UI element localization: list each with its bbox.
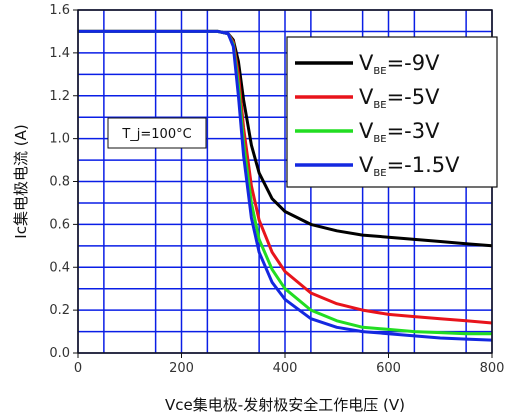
- x-tick-label: 600: [376, 361, 401, 376]
- x-tick-label: 0: [74, 361, 82, 376]
- y-tick-label: 1.6: [49, 3, 70, 18]
- y-tick-label: 0.8: [49, 175, 70, 190]
- y-tick-label: 0.0: [49, 346, 70, 361]
- legend-label: VBE=-9V: [359, 51, 440, 77]
- y-tick-label: 0.2: [49, 303, 70, 318]
- y-tick-label: 0.6: [49, 217, 70, 232]
- series-line: [78, 29, 493, 342]
- x-tick-label: 800: [480, 361, 505, 376]
- x-tick-label: 200: [169, 361, 194, 376]
- y-axis-label: Ic集电极电流 (A): [12, 124, 30, 238]
- y-tick-label: 1.4: [49, 46, 70, 61]
- legend: VBE=-9V VBE=-5V VBE=-3V VBE=-1.5V: [286, 36, 498, 188]
- y-tick-label: 1.0: [49, 132, 70, 147]
- series-lines: [78, 29, 493, 342]
- annotation-box: T_j=100°C: [107, 117, 207, 149]
- y-tick-label: 1.2: [49, 89, 70, 104]
- y-tick-label: 0.4: [49, 260, 70, 275]
- x-axis-label: Vce集电极-发射极安全工作电压 (V): [165, 396, 405, 414]
- legend-label: VBE=-5V: [359, 85, 440, 111]
- legend-label: VBE=-3V: [359, 119, 440, 145]
- legend-label: VBE=-1.5V: [359, 153, 460, 179]
- annotation-text: T_j=100°C: [121, 127, 191, 142]
- tick-labels: 0 200 400 600 800 0.0 0.2 0.4 0.6 0.8 1.0 1.2 1.4 1.6: [49, 3, 504, 376]
- x-tick-label: 400: [273, 361, 298, 376]
